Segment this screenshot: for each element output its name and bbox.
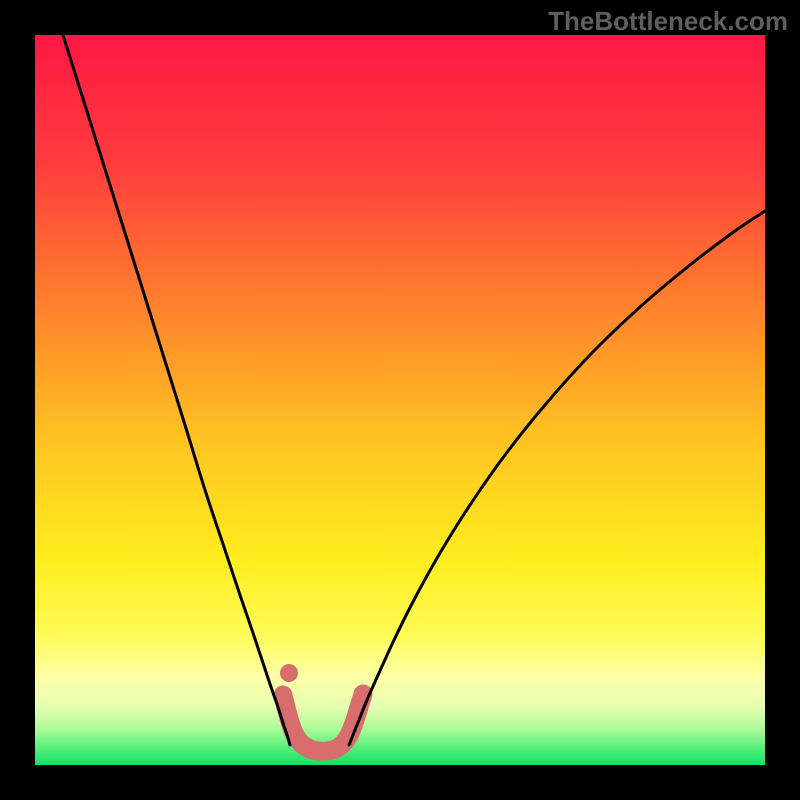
chart-curves — [35, 35, 765, 765]
curve-left — [63, 35, 290, 745]
watermark-text: TheBottleneck.com — [548, 6, 788, 37]
bottleneck-chart — [35, 35, 765, 765]
curve-highlight-marker — [280, 664, 298, 682]
curve-right — [349, 211, 765, 745]
